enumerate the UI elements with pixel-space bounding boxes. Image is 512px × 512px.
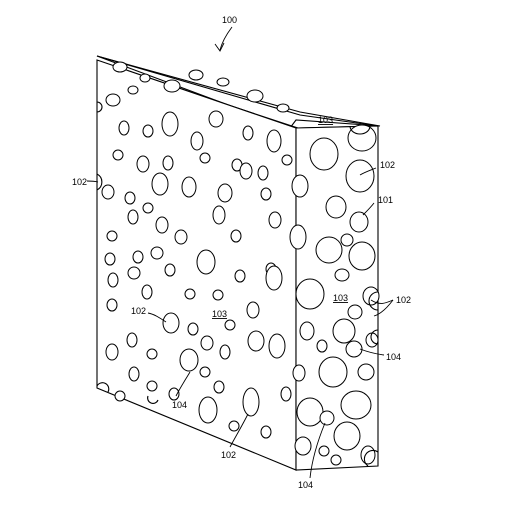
label-101: 101 — [378, 195, 393, 205]
leader-102-a — [87, 181, 98, 182]
leader-100-arrow — [215, 43, 224, 51]
front-face — [97, 60, 296, 470]
label-103-side: 103 — [333, 293, 348, 303]
label-100: 100 — [222, 15, 237, 25]
label-103-top: 103 — [318, 115, 333, 125]
label-102-right-mid: 102 — [396, 295, 411, 305]
label-104-front: 104 — [172, 400, 187, 410]
label-103-front: 103 — [212, 309, 227, 319]
label-102-right-top: 102 — [380, 160, 395, 170]
label-102-bottom: 102 — [221, 450, 236, 460]
label-102-left: 102 — [72, 177, 87, 187]
label-102-front: 102 — [131, 306, 146, 316]
label-104-bottom: 104 — [298, 480, 313, 490]
label-104-right: 104 — [386, 352, 401, 362]
